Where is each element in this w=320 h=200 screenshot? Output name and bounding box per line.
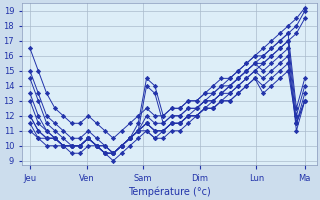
X-axis label: Température (°c): Température (°c) bbox=[128, 186, 211, 197]
